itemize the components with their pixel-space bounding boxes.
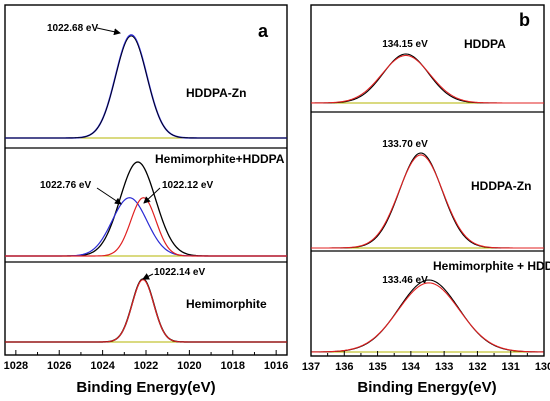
panel-b-subplot-2: HDDPA-Zn 133.70 eV: [311, 139, 544, 249]
panel-a-tick-label: 1028: [4, 360, 28, 372]
panel-a-peak-curve: [5, 197, 287, 257]
panel-a-plot: HDDPA-Zn 1022.68 eV Hemimorphite+HDDPA 1022…: [5, 23, 287, 343]
panel-b-peak-curve: [310, 279, 545, 353]
panel-b-peak-annotation: 133.70 eV: [382, 139, 428, 150]
panel-b-peak-curve: [310, 282, 545, 353]
panel-a-peak-annotation: 1022.68 eV: [47, 23, 98, 34]
panel-b-tick-label: 134: [402, 361, 421, 373]
panel-b-tick-label: 132: [468, 361, 486, 373]
panel-b-x-axis-label: Binding Energy(eV): [357, 379, 496, 396]
panel-a-sample-label: HDDPA-Zn: [186, 86, 246, 100]
panel-b-tick-label: 133: [435, 361, 453, 373]
panel-b-peak-curve: [311, 54, 544, 104]
panel-a-tick-label: 1016: [264, 360, 288, 372]
panel-b-tick-label: 135: [368, 361, 386, 373]
panel-a-peak-annotation: 1022.12 eV: [162, 180, 213, 191]
panel-b: b HDDPA 134.15 eV HDDPA-Zn 133.70 eV Hemimor…: [302, 4, 550, 396]
panel-a-x-axis: 1028 1026 1024 1022 1020 1018 1016: [4, 350, 288, 372]
panel-a-peak-annotation: 1022.14 eV: [154, 267, 205, 278]
panel-a-tick-label: 1026: [47, 360, 71, 372]
panel-a-tick-label: 1020: [177, 360, 201, 372]
panel-a-subplot-2: Hemimorphite+HDDPA 1022.76 eV 1022.12 eV: [5, 152, 287, 257]
panel-a-annotation-arrow: [96, 27, 121, 36]
panel-b-tick-label: 130: [535, 361, 550, 373]
panel-a-peak-curve: [5, 197, 287, 257]
panel-a-peak-annotation: 1022.76 eV: [40, 180, 91, 191]
panel-b-peak-annotation: 133.46 eV: [382, 275, 428, 286]
panel-a-tick-label: 1018: [221, 360, 245, 372]
panel-b-tick-label: 137: [302, 361, 320, 373]
panel-b-peak-curve: [311, 154, 544, 249]
panel-b-sample-label: HDDPA: [464, 37, 506, 51]
panel-b-tick-label: 136: [335, 361, 353, 373]
panel-b-subplot-3: Hemimorphite + HDDPA 133.46 eV: [310, 259, 550, 353]
panel-b-peak-curve: [311, 152, 544, 249]
panel-a-peak-curve: [5, 279, 287, 343]
panel-b-sample-label: Hemimorphite + HDDPA: [433, 259, 550, 273]
panel-b-sample-label: HDDPA-Zn: [471, 179, 531, 193]
panel-a-subplot-3: Hemimorphite 1022.14 eV: [5, 267, 287, 343]
panel-a-tick-label: 1022: [134, 360, 158, 372]
panel-a-peak-curve: [5, 161, 287, 257]
panel-a-annotation-arrow: [143, 187, 161, 204]
panel-a-annotation-arrow: [96, 187, 122, 205]
panel-a-sample-label: Hemimorphite: [186, 297, 267, 311]
panel-a-peak-curve: [5, 35, 287, 139]
panel-b-peak-annotation: 134.15 eV: [382, 39, 428, 50]
panel-b-tick-label: 131: [502, 361, 520, 373]
panel-a-subplot-1: HDDPA-Zn 1022.68 eV: [5, 23, 287, 139]
panel-a: a HDDPA-Zn 1022.68 eV Hemimorphite+HDDPA 10…: [4, 4, 288, 396]
panel-a-letter: a: [258, 21, 269, 41]
panel-a-x-axis-label: Binding Energy(eV): [76, 379, 215, 396]
panel-b-letter: b: [519, 10, 530, 30]
panel-b-subplot-1: HDDPA 134.15 eV: [311, 37, 544, 104]
panel-a-annotation-arrow: [142, 273, 154, 280]
panel-a-sample-label: Hemimorphite+HDDPA: [155, 152, 285, 166]
panel-a-tick-label: 1024: [90, 360, 115, 372]
panel-b-x-axis: 137 136 135 134 133 132 131 130: [302, 351, 550, 373]
panel-b-peak-curve: [311, 53, 544, 104]
panel-b-plot: HDDPA 134.15 eV HDDPA-Zn 133.70 eV Hemimorph…: [310, 37, 550, 353]
